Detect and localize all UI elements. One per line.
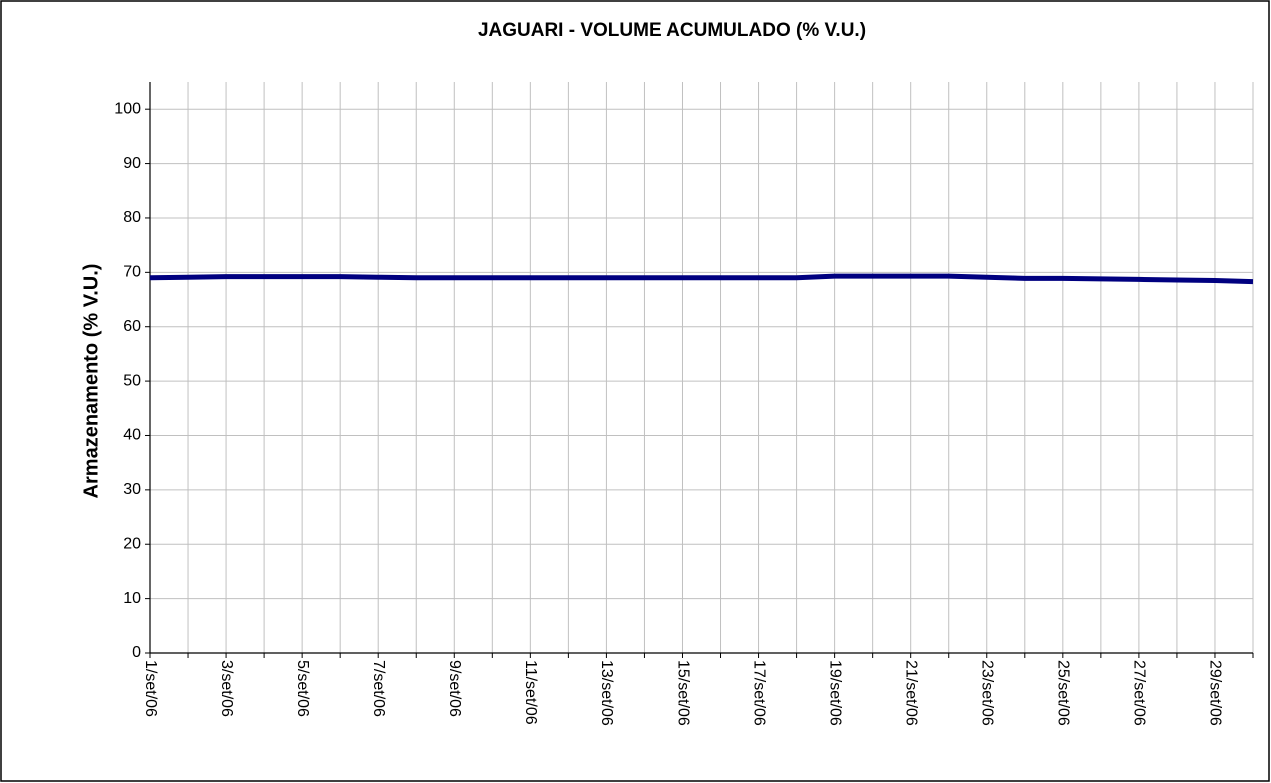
y-tick-label: 100 <box>114 100 141 117</box>
chart-title: JAGUARI - VOLUME ACUMULADO (% V.U.) <box>478 20 866 41</box>
y-tick-label: 60 <box>123 318 141 335</box>
data-line <box>149 273 1254 285</box>
x-tick-label: 21/set/06 <box>902 660 919 726</box>
y-tick-label: 10 <box>123 590 141 607</box>
y-axis-label: Armazenamento (% V.U.) <box>80 264 102 499</box>
y-tick-label: 80 <box>123 209 141 226</box>
y-tick-label: 40 <box>123 427 141 444</box>
x-tick-label: 17/set/06 <box>750 660 767 726</box>
x-tick-label: 5/set/06 <box>294 660 311 717</box>
y-tick-label: 70 <box>123 264 141 281</box>
y-tick-label: 30 <box>123 481 141 498</box>
x-tick-label: 23/set/06 <box>979 660 996 726</box>
y-tick-label: 0 <box>132 644 141 661</box>
x-tick-label: 15/set/06 <box>674 660 691 726</box>
x-tick-label: 1/set/06 <box>142 660 159 717</box>
y-tick-label: 20 <box>123 535 141 552</box>
x-tick-label: 9/set/06 <box>446 660 463 717</box>
x-tick-label: 7/set/06 <box>370 660 387 717</box>
x-tick-label: 3/set/06 <box>218 660 235 717</box>
x-tick-label: 11/set/06 <box>522 660 539 725</box>
x-tick-label: 27/set/06 <box>1131 660 1148 726</box>
x-tick-label: 19/set/06 <box>826 660 843 726</box>
y-tick-label: 50 <box>123 372 141 389</box>
x-tick-label: 25/set/06 <box>1055 660 1072 726</box>
x-tick-label: 29/set/06 <box>1207 660 1224 726</box>
y-tick-label: 90 <box>123 155 141 172</box>
x-tick-label: 13/set/06 <box>598 660 615 726</box>
